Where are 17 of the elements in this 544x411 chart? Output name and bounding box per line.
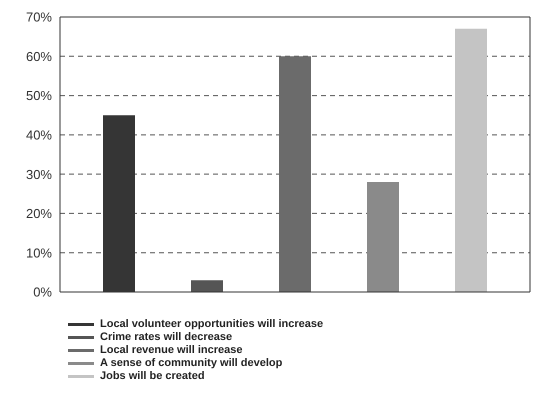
y-tick-label: 50% <box>26 88 52 104</box>
legend-label: Local volunteer opportunities will increase <box>100 318 324 331</box>
legend-label: Crime rates will decrease <box>100 331 232 344</box>
y-tick-label: 20% <box>26 206 52 222</box>
y-tick-label: 60% <box>26 48 52 64</box>
bar <box>279 56 311 292</box>
y-tick-label: 30% <box>26 166 52 182</box>
bar <box>455 28 487 292</box>
y-tick-label: 0% <box>33 284 52 300</box>
y-tick-label: 10% <box>26 245 52 260</box>
y-tick-label: 70% <box>26 10 52 25</box>
y-tick-label: 40% <box>26 127 52 142</box>
legend-label: A sense of community will develop <box>100 357 282 370</box>
legend-label: Jobs will be created <box>100 370 205 383</box>
bar <box>367 182 399 292</box>
bar <box>191 280 223 292</box>
legend-label: Local revenue will increase <box>100 344 242 357</box>
